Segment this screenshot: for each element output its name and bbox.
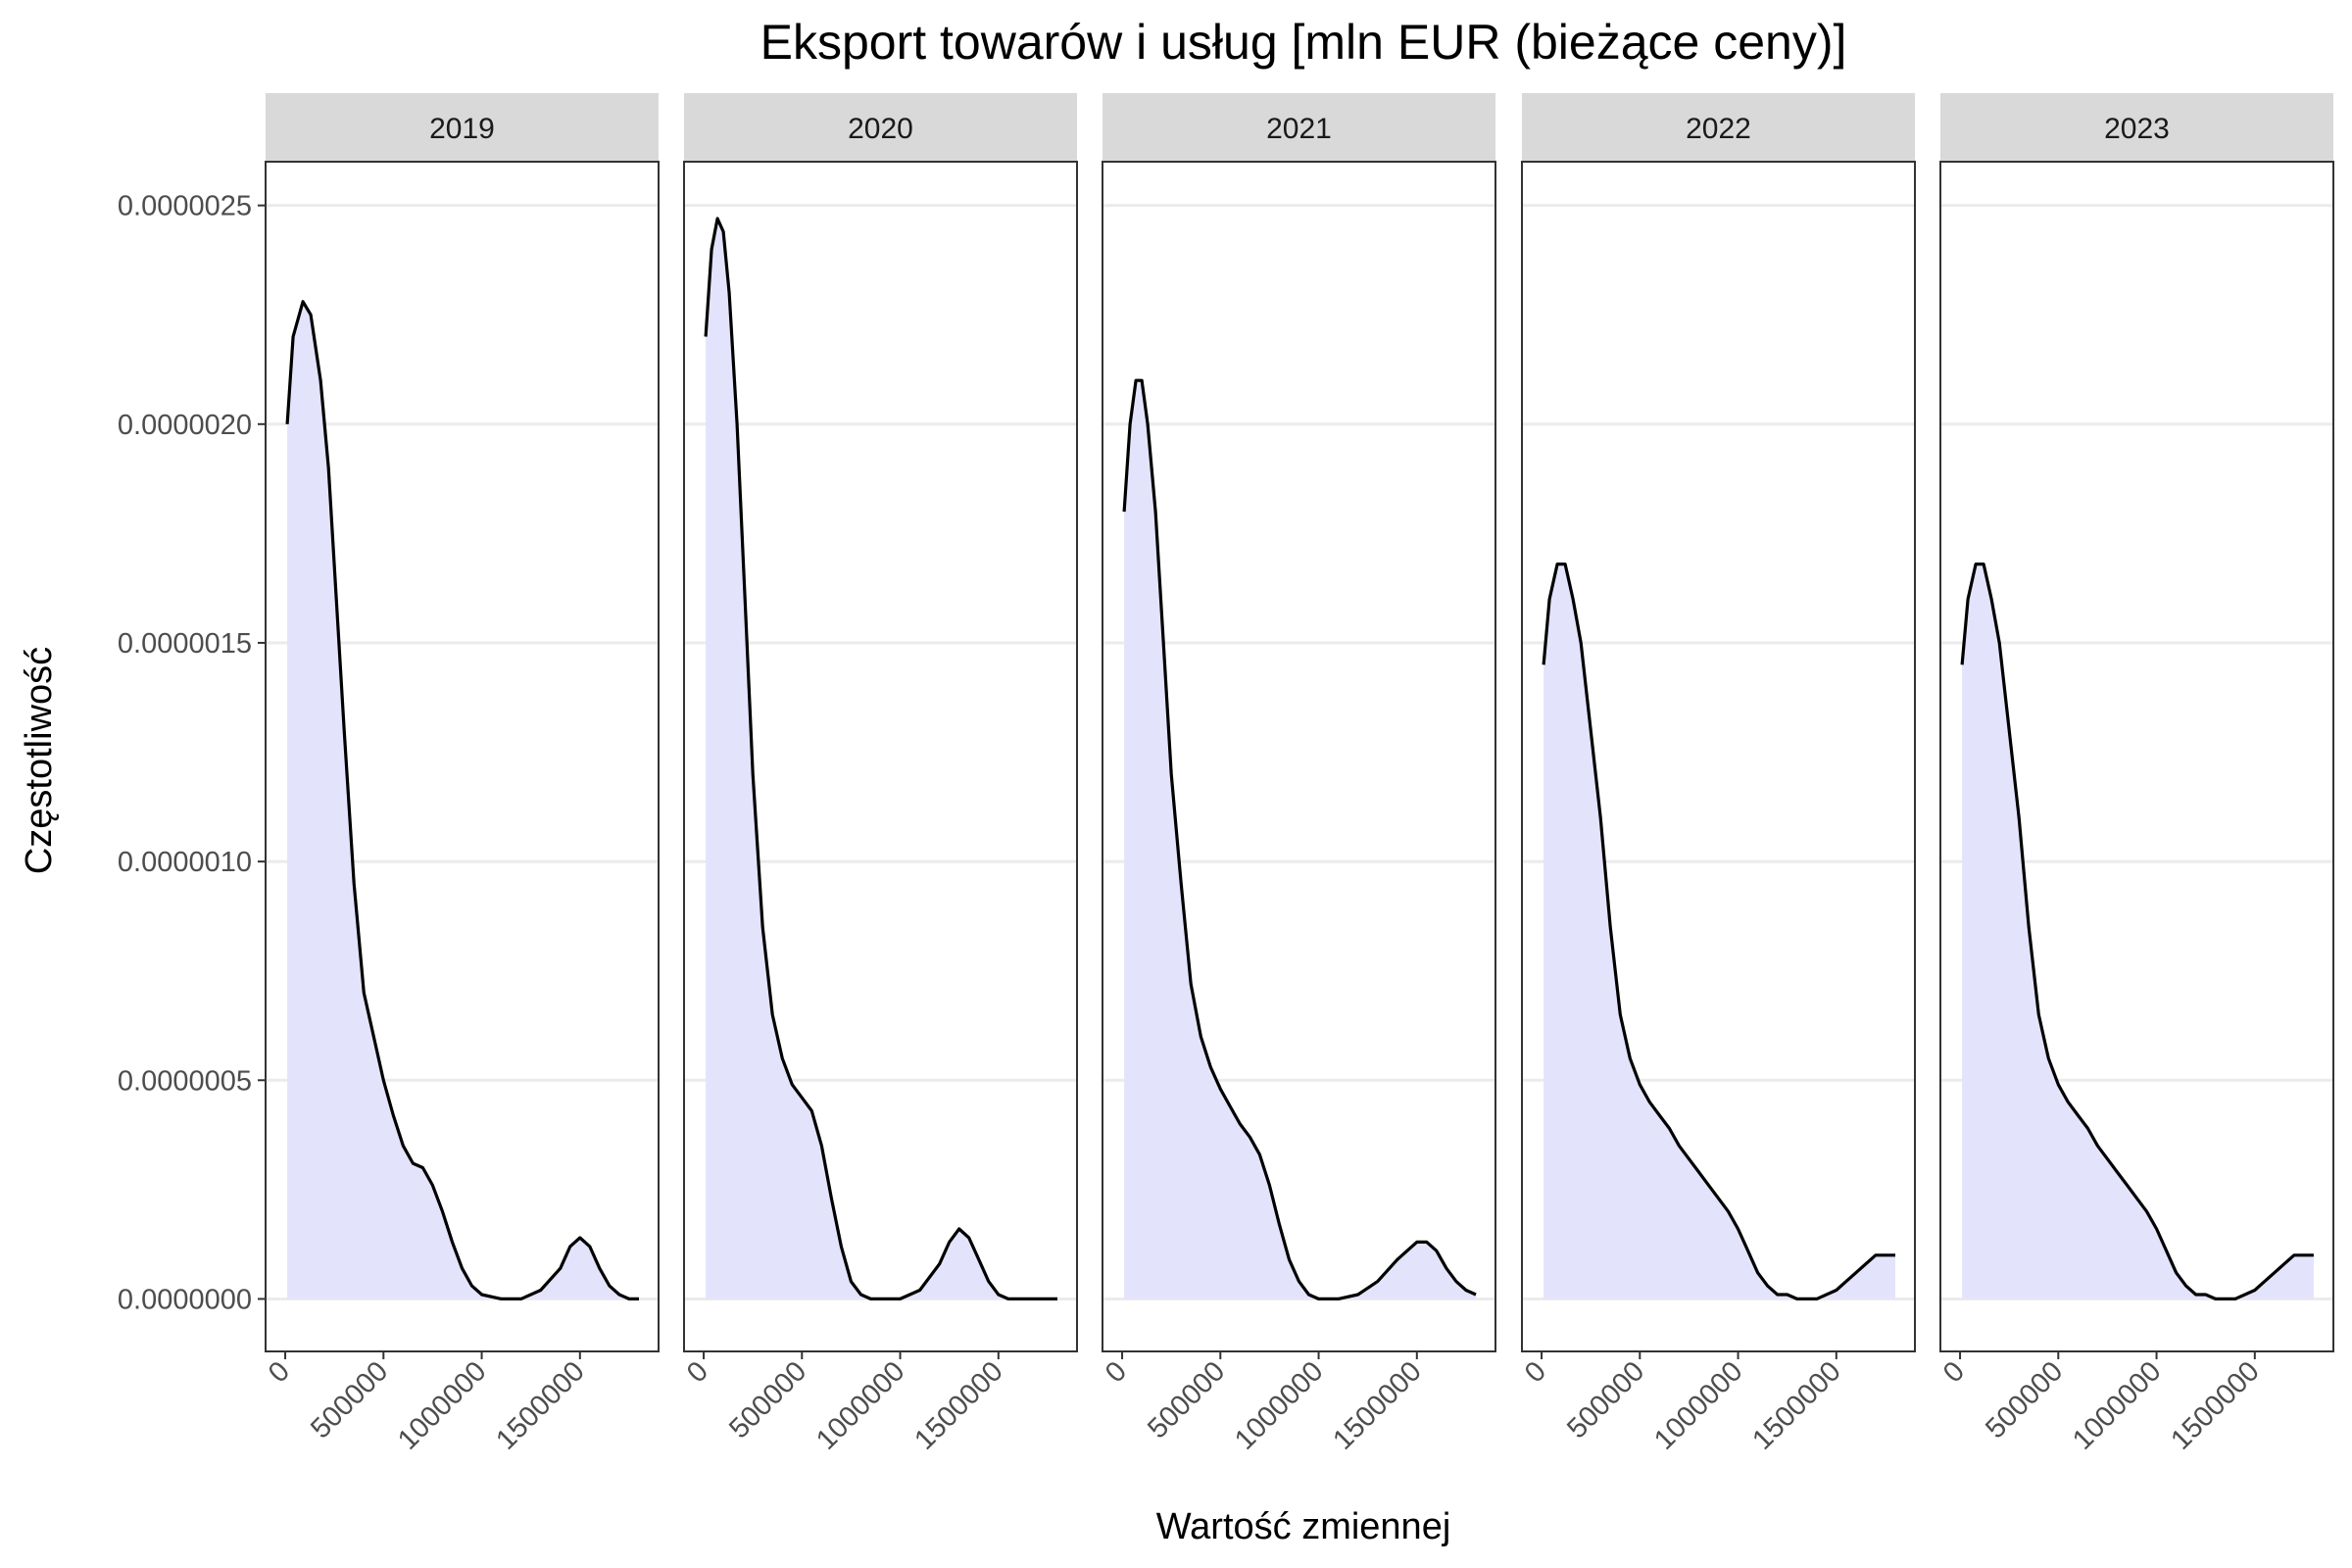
- facet-strip-label: 2021: [1266, 113, 1332, 145]
- y-axis-title: Częstotliwość: [19, 647, 60, 874]
- y-tick-label: 0.0000025: [118, 191, 252, 222]
- density-line: [1122, 378, 1477, 1300]
- x-axis-title: Wartość zmiennej: [1156, 1506, 1451, 1547]
- density-area: [1962, 564, 2314, 1299]
- y-tick-label: 0.0000000: [118, 1284, 252, 1315]
- density-line: [1960, 563, 2314, 1300]
- facet-strip: [1522, 93, 1915, 162]
- y-tick-label: 0.0000005: [118, 1065, 252, 1097]
- panel-border: [1521, 161, 1916, 1352]
- y-tick-label: 0.0000010: [118, 847, 252, 878]
- chart-title: Eksport towarów i usług [mln EUR (bieżąc…: [760, 15, 1847, 70]
- facet-strip: [684, 93, 1077, 162]
- density-area: [1544, 564, 1895, 1299]
- facet-strip-label: 2023: [2104, 113, 2170, 145]
- panel-border: [1102, 161, 1496, 1352]
- density-area: [1124, 380, 1476, 1299]
- panel-border: [1939, 161, 2334, 1352]
- y-tick-label: 0.0000015: [118, 628, 252, 660]
- density-line: [1542, 563, 1895, 1300]
- density-line: [285, 300, 639, 1300]
- facet-strip-label: 2019: [429, 113, 495, 145]
- density-line: [704, 217, 1057, 1300]
- facet-strip-label: 2022: [1686, 113, 1751, 145]
- y-axis: 0.0000000 0.0000005 0.0000010 0.0000015 0.00…: [118, 191, 266, 1315]
- facet-strip: [266, 93, 659, 162]
- density-area: [706, 219, 1057, 1299]
- facet-strip: [1102, 93, 1495, 162]
- facet-strip-label: 2020: [848, 113, 913, 145]
- facet-strip: [1940, 93, 2333, 162]
- panel-border: [265, 161, 660, 1352]
- y-tick-label: 0.0000020: [118, 410, 252, 441]
- panel-border: [683, 161, 1078, 1352]
